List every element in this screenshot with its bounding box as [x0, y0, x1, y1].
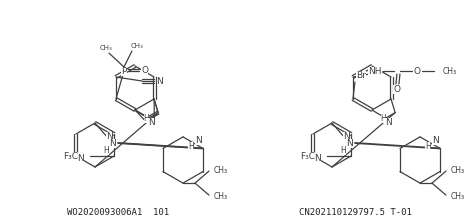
Text: P: P	[121, 67, 127, 75]
Text: N: N	[385, 118, 392, 127]
Text: F₃C: F₃C	[300, 151, 315, 161]
Text: O: O	[141, 65, 148, 75]
Text: F₃C: F₃C	[63, 151, 78, 161]
Text: CH₃: CH₃	[100, 45, 112, 51]
Text: N: N	[109, 138, 117, 147]
Text: WO2020093006A1  101: WO2020093006A1 101	[67, 207, 169, 217]
Text: CH₃: CH₃	[451, 192, 465, 201]
Text: H: H	[144, 114, 149, 123]
Text: CN202110129797.5 T-01: CN202110129797.5 T-01	[299, 207, 411, 217]
Text: O: O	[393, 84, 401, 93]
Text: CH₃: CH₃	[130, 43, 143, 49]
Text: N: N	[78, 153, 84, 162]
Text: CH₃: CH₃	[214, 192, 228, 201]
Text: H: H	[340, 146, 346, 155]
Text: CH₃: CH₃	[214, 166, 228, 174]
Text: N: N	[343, 131, 349, 140]
Text: H: H	[188, 142, 194, 151]
Text: Br: Br	[356, 71, 366, 80]
Text: N: N	[346, 138, 354, 147]
Text: NH: NH	[368, 67, 382, 75]
Text: N: N	[156, 77, 164, 86]
Text: CH₃: CH₃	[443, 67, 457, 75]
Text: N: N	[106, 131, 112, 140]
Text: CH₃: CH₃	[451, 166, 465, 174]
Text: N: N	[432, 136, 438, 145]
Text: N: N	[148, 118, 155, 127]
Text: H: H	[425, 142, 431, 151]
Text: N: N	[195, 136, 201, 145]
Text: H: H	[103, 146, 109, 155]
Text: N: N	[315, 153, 321, 162]
Text: O: O	[413, 67, 420, 75]
Text: H: H	[381, 114, 386, 123]
